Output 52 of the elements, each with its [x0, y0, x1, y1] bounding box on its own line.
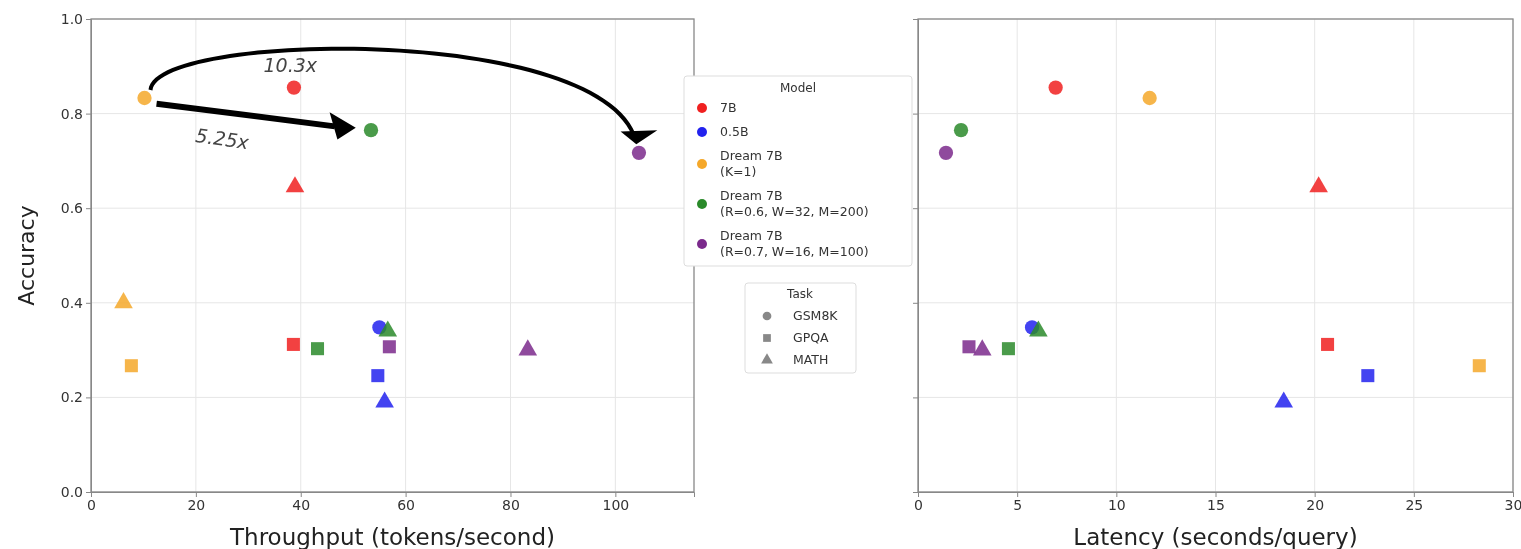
y-tick-label: 1.0 [60, 10, 83, 27]
text: GPQA [793, 330, 830, 345]
x-axis-title: Latency (seconds/query) [1073, 524, 1358, 549]
point [938, 145, 954, 160]
x-tick-label: 20 [1306, 496, 1325, 513]
point [1361, 369, 1375, 383]
x-axis-title: Throughput (tokens/second) [229, 524, 555, 549]
point [311, 342, 325, 356]
point [371, 369, 385, 383]
y-tick-label: 0.4 [60, 294, 84, 311]
legend-label: Dream 7B (K=1) [720, 148, 783, 179]
x-tick-label: 80 [502, 496, 520, 513]
x-tick-label: 5 [1013, 496, 1023, 513]
x-tick-label: 60 [397, 496, 416, 513]
x-tick-label: 10 [1107, 496, 1126, 513]
point [382, 340, 396, 354]
point [286, 337, 300, 351]
point [1048, 80, 1063, 95]
x-tick-label: 15 [1207, 496, 1225, 513]
x-tick-label: 0 [87, 496, 96, 513]
point [286, 80, 302, 95]
text: GSM8K [793, 308, 839, 323]
x-tick-label: 0 [914, 496, 923, 513]
legend-title: Model [779, 81, 817, 95]
point [1001, 342, 1015, 356]
point [1321, 337, 1335, 351]
x-tick-label: 20 [187, 496, 206, 513]
y-tick-label: 0.2 [60, 389, 83, 406]
text: Task [786, 287, 813, 301]
point [137, 90, 152, 106]
point [124, 359, 138, 373]
point [1472, 359, 1486, 373]
point [962, 340, 976, 354]
x-tick-label: 40 [292, 496, 311, 513]
y-tick-label: 0.6 [60, 200, 84, 217]
text: MATH [793, 352, 829, 367]
y-axis-title: Accuracy [14, 205, 39, 306]
x-tick-label: 100 [602, 496, 630, 513]
annotation: 5.25x [194, 124, 252, 154]
point [1142, 90, 1157, 106]
point [953, 123, 969, 138]
legend-label: Dream 7B (R=0.7, W=16, M=100) [720, 228, 869, 259]
x-tick-label: 25 [1405, 496, 1424, 513]
point [631, 145, 647, 160]
x-tick-label: 30 [1504, 496, 1521, 513]
legend-label: 7B [720, 100, 737, 115]
legend-label: 0.5B [720, 124, 749, 139]
legend-label: Dream 7B (R=0.6, W=32, M=200) [720, 188, 869, 219]
y-tick-label: 0.8 [60, 105, 83, 122]
y-tick-label: 0.0 [60, 483, 83, 500]
annotation: 10.3x [263, 54, 318, 77]
point [363, 123, 379, 138]
